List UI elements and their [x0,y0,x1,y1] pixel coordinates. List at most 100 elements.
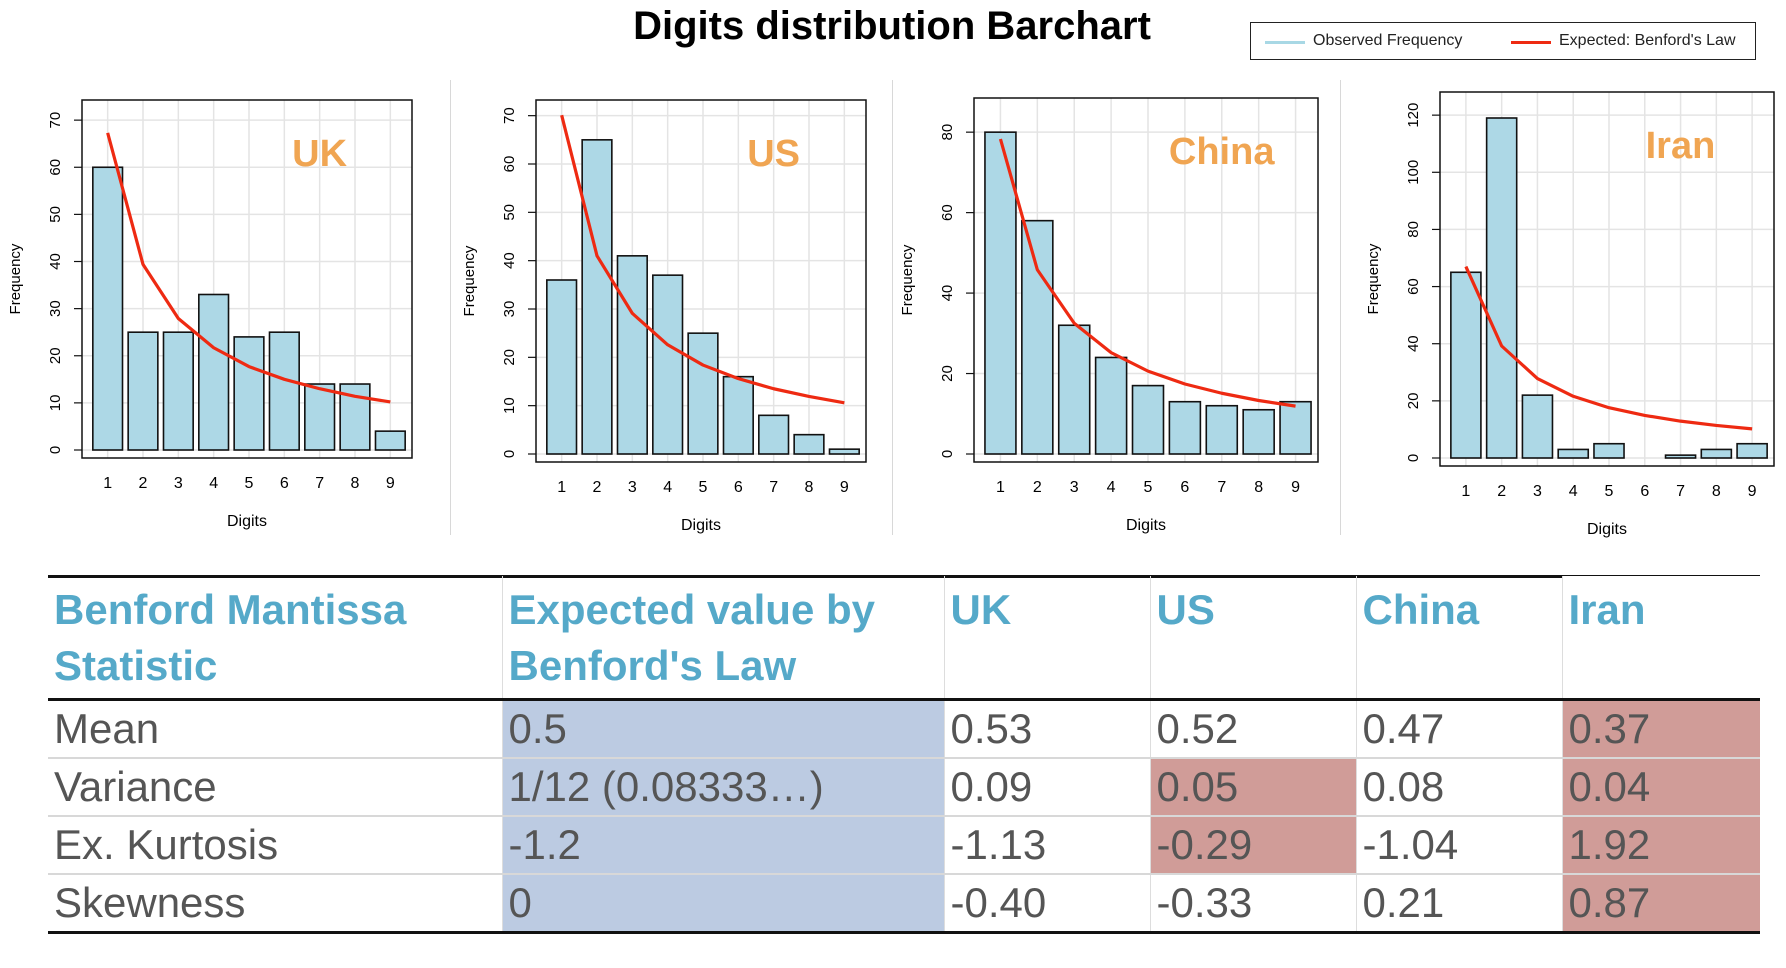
x-tick-label: 5 [1144,479,1153,496]
us-cell: -0.29 [1149,815,1356,874]
x-tick-label: 4 [663,479,672,496]
header-us: US [1149,576,1356,701]
bar [1593,442,1625,459]
x-tick-label: 6 [1180,479,1189,496]
x-axis-label: Digits [1126,517,1166,534]
chart-legend: Observed Frequency Expected: Benford's L… [1250,22,1756,60]
china-cell: -1.04 [1355,815,1562,874]
header-uk: UK [943,576,1150,701]
bar [1557,448,1590,459]
y-tick-label: 100 [1405,160,1422,185]
y-tick-label: 0 [501,450,518,458]
bar [1168,400,1202,455]
bar [687,332,719,455]
x-tick-label: 3 [1070,479,1079,496]
us-cell: -0.33 [1149,873,1356,934]
bar [1094,356,1128,455]
y-tick-label: 50 [47,206,64,223]
y-tick-label: 0 [47,446,64,454]
x-tick-label: 7 [315,475,324,492]
header-expected: Expected value by Benford's Law [501,576,944,701]
uk-cell: 0.09 [943,757,1150,816]
x-tick-label: 6 [280,475,289,492]
x-tick-label: 1 [103,475,112,492]
us-chart: 0 10 20 30 40 50 60 70 1 2 3 4 5 6 7 8 9 Digits Frequency U… [461,99,867,534]
country-label: Iran [1646,125,1716,167]
row-label: Skewness [48,873,502,934]
bar [1700,448,1733,459]
bar [92,166,124,451]
y-tick-label: 40 [501,252,518,269]
bar [1521,394,1554,459]
country-label: China [1169,131,1275,173]
x-tick-label: 9 [840,479,849,496]
iran-cell: 0.37 [1561,698,1760,758]
x-tick-label: 2 [593,479,602,496]
x-tick-label: 3 [174,475,183,492]
bar [1205,404,1239,455]
bar [162,331,194,451]
bar [616,255,648,455]
bar [581,139,613,455]
x-tick-label: 1 [996,479,1005,496]
x-tick-label: 8 [1254,479,1263,496]
uk-cell: -0.40 [943,873,1150,934]
country-label: UK [292,133,347,175]
y-tick-label: 80 [939,124,956,141]
expected-curve [106,132,391,404]
y-tick-label: 30 [47,300,64,317]
bar [1131,384,1165,455]
y-tick-label: 40 [47,253,64,270]
bar [127,331,159,451]
plot-frame [973,97,1319,463]
benford-mantissa-table: Benford Mantissa Statistic Expected valu… [48,576,1760,934]
bar [1057,324,1091,455]
x-tick-label: 2 [1033,479,1042,496]
y-tick-label: 20 [939,365,956,382]
us-cell: 0.52 [1149,698,1356,758]
x-tick-label: 2 [139,475,148,492]
x-tick-label: 7 [1676,483,1685,500]
uk-chart: 0 10 20 30 40 50 60 70 1 2 3 4 5 6 7 8 9 Digits Frequency U… [7,99,413,530]
y-tick-label: 0 [1405,454,1422,462]
expected-curve [560,114,845,405]
table-row: Skewness 0 -0.40 -0.33 0.21 0.87 [48,873,1760,934]
y-tick-label: 120 [1405,103,1422,128]
china-cell: 0.21 [1355,873,1562,934]
expected-cell: -1.2 [501,815,944,874]
row-label: Mean [48,698,502,758]
y-axis-label: Frequency [1365,243,1382,314]
legend-observed-label: Observed Frequency [1313,32,1463,49]
y-tick-label: 60 [939,204,956,221]
y-tick-label: 10 [47,395,64,412]
y-tick-label: 40 [939,285,956,302]
bar [828,448,860,455]
bar [304,383,336,451]
uk-cell: 0.53 [943,698,1150,758]
plot-frame [81,99,413,459]
y-axis-label: Frequency [899,244,916,315]
us-cell: 0.05 [1149,757,1356,816]
uk-cell: -1.13 [943,815,1150,874]
x-tick-label: 3 [628,479,637,496]
x-tick-label: 5 [1605,483,1614,500]
bar [1485,117,1518,459]
plot-frame [535,99,867,463]
x-tick-label: 9 [386,475,395,492]
bar [1450,271,1482,459]
bar [1279,400,1312,455]
x-axis-label: Digits [681,517,721,534]
y-tick-label: 80 [1405,221,1422,238]
bar [198,293,230,451]
row-label: Variance [48,757,502,816]
expected-cell: 1/12 (0.08333…) [501,757,944,816]
y-tick-label: 20 [1405,393,1422,410]
bar [374,430,406,451]
table-row: Variance 1/12 (0.08333…) 0.09 0.05 0.08 … [48,757,1760,816]
y-axis-label: Frequency [461,245,478,316]
bar [1021,219,1054,455]
figure-title: Digits distribution Barchart [633,4,1151,48]
y-tick-label: 60 [47,159,64,176]
bar [268,331,300,451]
plot-frame [1439,91,1775,467]
